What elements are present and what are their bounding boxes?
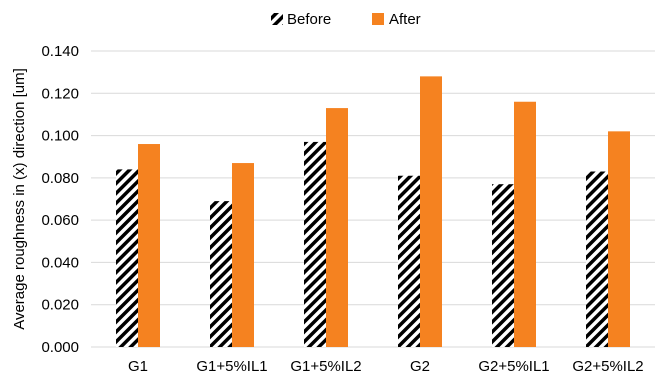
- y-tick-label: 0.120: [41, 85, 79, 102]
- y-axis-label: Average roughness in (x) direction [um]: [11, 68, 28, 330]
- bar-after: [420, 76, 442, 347]
- bar-before: [492, 184, 514, 347]
- y-tick-label: 0.140: [41, 43, 79, 60]
- x-tick-label: G1+5%IL2: [290, 358, 361, 375]
- bar-after: [608, 131, 630, 347]
- y-axis-ticks: 0.000 0.020 0.040 0.060 0.080 0.100 0.120 0.140: [41, 43, 79, 356]
- bar-before: [116, 169, 138, 347]
- legend-swatch-before: [271, 13, 283, 25]
- y-tick-label: 0.060: [41, 212, 79, 229]
- bar-before: [304, 141, 326, 347]
- x-tick-label: G2+5%IL1: [478, 358, 549, 375]
- legend-label-before: Before: [287, 11, 331, 28]
- bar-before: [586, 171, 608, 347]
- x-tick-label: G1: [128, 358, 148, 375]
- legend-swatch-after: [372, 13, 384, 25]
- x-tick-label: G1+5%IL1: [196, 358, 267, 375]
- legend-label-after: After: [389, 11, 421, 28]
- gridlines: [91, 50, 655, 348]
- bar-after: [232, 163, 254, 347]
- y-tick-label: 0.040: [41, 254, 79, 271]
- y-tick-label: 0.000: [41, 339, 79, 356]
- bar-before: [398, 175, 420, 347]
- x-tick-label: G2: [410, 358, 430, 375]
- y-tick-label: 0.020: [41, 297, 79, 314]
- y-tick-label: 0.080: [41, 170, 79, 187]
- bar-before: [210, 201, 232, 347]
- y-tick-label: 0.100: [41, 128, 79, 145]
- legend: Before After: [271, 11, 421, 28]
- bar-after: [514, 101, 536, 347]
- bars: [116, 76, 630, 347]
- x-axis-labels: G1 G1+5%IL1 G1+5%IL2 G2 G2+5%IL1 G2+5%IL2: [128, 358, 644, 375]
- bar-after: [138, 144, 160, 347]
- bar-after: [326, 108, 348, 347]
- x-tick-label: G2+5%IL2: [572, 358, 643, 375]
